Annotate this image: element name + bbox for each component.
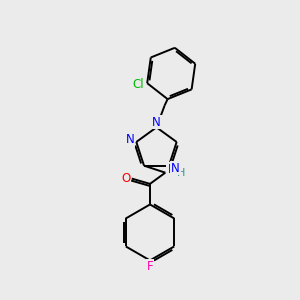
- Text: O: O: [121, 172, 130, 185]
- Text: N: N: [152, 116, 161, 128]
- Text: H: H: [177, 168, 186, 178]
- Text: Cl: Cl: [132, 78, 144, 92]
- Text: N: N: [171, 161, 180, 175]
- Text: F: F: [147, 260, 153, 273]
- Text: N: N: [167, 163, 176, 176]
- Text: N: N: [125, 133, 134, 146]
